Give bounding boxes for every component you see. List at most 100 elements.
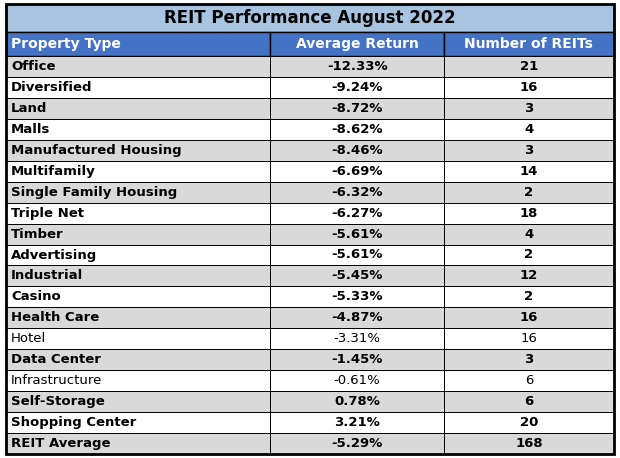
Bar [444,370,614,391]
Bar [6,349,270,370]
Bar [444,328,614,349]
Bar [6,370,270,391]
Text: Diversified: Diversified [11,81,92,94]
Bar [444,77,614,98]
Bar [6,182,270,202]
Bar [6,412,270,433]
Text: Timber: Timber [11,228,64,240]
Bar [444,98,614,119]
Bar [444,56,614,77]
Bar [270,391,444,412]
Text: -8.46%: -8.46% [331,144,383,157]
Bar [270,32,444,56]
Text: Number of REITs: Number of REITs [464,37,593,51]
Bar [444,202,614,224]
Bar [270,119,444,140]
Text: -6.27%: -6.27% [332,207,383,219]
Bar [270,182,444,202]
Text: Advertising: Advertising [11,249,97,262]
Text: -5.29%: -5.29% [332,437,383,450]
Bar [444,286,614,307]
Text: Health Care: Health Care [11,311,99,324]
Text: 3: 3 [525,144,533,157]
Text: 3: 3 [525,102,533,115]
Text: Triple Net: Triple Net [11,207,84,219]
Bar [444,140,614,161]
Bar [444,119,614,140]
Text: REIT Performance August 2022: REIT Performance August 2022 [164,9,456,27]
Text: -0.61%: -0.61% [334,374,381,387]
Text: 21: 21 [520,60,538,73]
Bar [270,307,444,328]
Text: -5.61%: -5.61% [332,249,383,262]
Bar [6,32,270,56]
Bar [270,98,444,119]
Text: 14: 14 [520,165,538,178]
Text: 2: 2 [525,249,533,262]
Bar [444,224,614,245]
Bar [6,286,270,307]
Bar [6,245,270,266]
Text: 4: 4 [525,228,533,240]
Text: -8.62%: -8.62% [331,123,383,136]
Text: 18: 18 [520,207,538,219]
Text: Property Type: Property Type [11,37,121,51]
Text: -4.87%: -4.87% [331,311,383,324]
Text: 16: 16 [520,81,538,94]
Text: Self-Storage: Self-Storage [11,395,105,408]
Bar [6,161,270,182]
Text: Office: Office [11,60,56,73]
Bar [270,245,444,266]
Bar [6,266,270,286]
Bar [270,266,444,286]
Bar [270,370,444,391]
Text: 12: 12 [520,269,538,283]
Text: -5.45%: -5.45% [332,269,383,283]
Text: 20: 20 [520,416,538,429]
Text: -5.33%: -5.33% [331,290,383,303]
Bar [6,224,270,245]
Bar [270,328,444,349]
Text: -12.33%: -12.33% [327,60,388,73]
Bar [6,77,270,98]
Bar [6,56,270,77]
Text: 16: 16 [520,311,538,324]
Bar [6,391,270,412]
Bar [6,98,270,119]
Text: Hotel: Hotel [11,333,46,345]
Text: -9.24%: -9.24% [332,81,383,94]
Text: Manufactured Housing: Manufactured Housing [11,144,182,157]
Text: Land: Land [11,102,47,115]
Text: 16: 16 [520,333,538,345]
Text: Data Center: Data Center [11,353,101,366]
Text: -1.45%: -1.45% [332,353,383,366]
Bar [6,4,614,32]
Text: 168: 168 [515,437,542,450]
Bar [270,286,444,307]
Bar [444,391,614,412]
Text: Shopping Center: Shopping Center [11,416,136,429]
Text: REIT Average: REIT Average [11,437,110,450]
Text: -6.32%: -6.32% [331,185,383,199]
Text: Casino: Casino [11,290,61,303]
Bar [444,433,614,454]
Bar [444,349,614,370]
Text: -5.61%: -5.61% [332,228,383,240]
Bar [270,140,444,161]
Text: 6: 6 [525,374,533,387]
Text: Industrial: Industrial [11,269,83,283]
Text: 4: 4 [525,123,533,136]
Text: 2: 2 [525,290,533,303]
Bar [444,182,614,202]
Text: -8.72%: -8.72% [332,102,383,115]
Text: Average Return: Average Return [296,37,419,51]
Bar [444,266,614,286]
Bar [6,140,270,161]
Bar [6,119,270,140]
Bar [270,202,444,224]
Bar [444,412,614,433]
Text: -3.31%: -3.31% [334,333,381,345]
Bar [6,202,270,224]
Bar [270,224,444,245]
Bar [6,433,270,454]
